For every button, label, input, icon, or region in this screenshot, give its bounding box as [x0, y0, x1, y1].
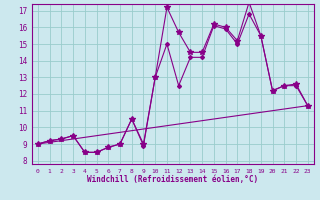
X-axis label: Windchill (Refroidissement éolien,°C): Windchill (Refroidissement éolien,°C) — [87, 175, 258, 184]
